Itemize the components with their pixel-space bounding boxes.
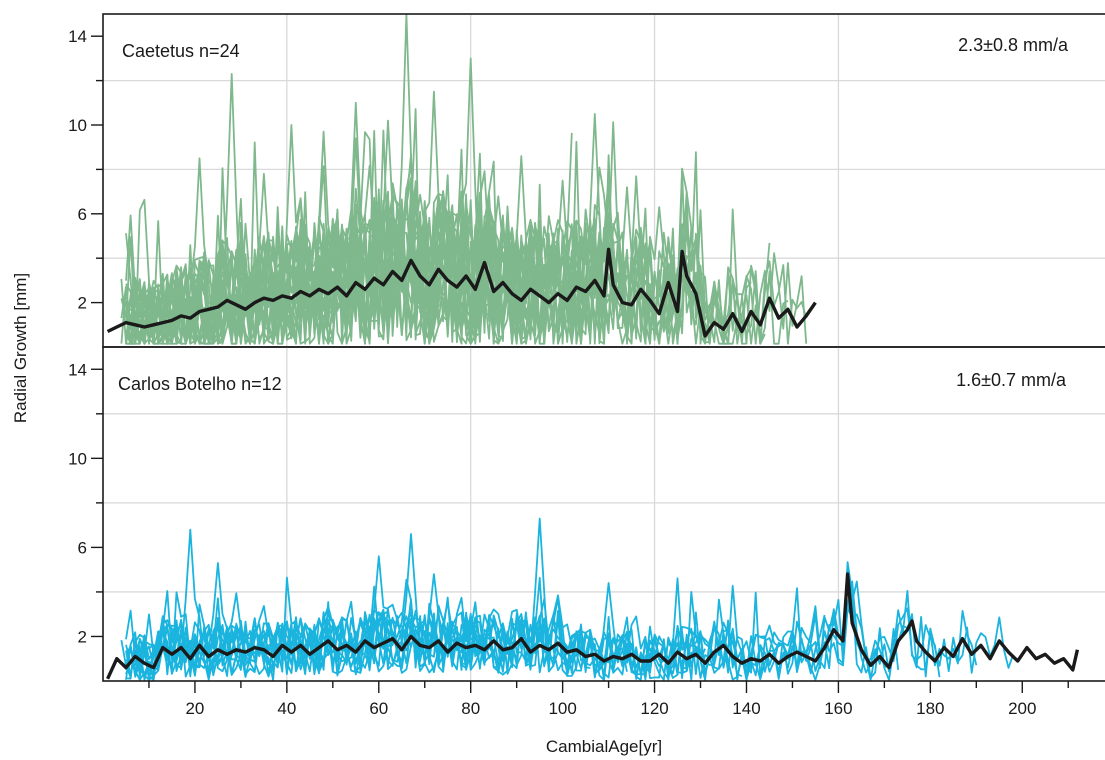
x-tick-label: 40 [277, 699, 296, 718]
x-tick-label: 20 [185, 699, 204, 718]
x-tick-label: 160 [824, 699, 852, 718]
x-tick-label: 80 [461, 699, 480, 718]
y-tick-label: 6 [78, 538, 87, 557]
caetetus-series-line [129, 167, 688, 345]
caetetus-panel: 2 6 10 14 Caetetus n=24 2.3±0.8 mm/a [68, 13, 1105, 348]
y-tick-label: 10 [68, 116, 87, 135]
carlos-botelho-series-line [125, 576, 900, 681]
y-tick-label: 2 [78, 294, 87, 313]
y-axis-label: Radial Growth [mm] [11, 273, 30, 423]
y-tick-label: 2 [78, 627, 87, 646]
caetetus-series-line [130, 131, 573, 345]
x-tick-label: 120 [640, 699, 668, 718]
carlos-botelho-mean-line [106, 572, 1080, 680]
carlos-botelho-panel: 2 6 10 14 Carlos Botelho n=12 1.6±0.7 mm/a 20 4… [68, 346, 1105, 718]
carlos-botelho-panel-label: Carlos Botelho n=12 [118, 374, 282, 394]
caetetus-panel-label: Caetetus n=24 [122, 41, 240, 61]
y-tick-label: 14 [68, 27, 87, 46]
y-tick-label: 10 [68, 449, 87, 468]
x-tick-label: 140 [732, 699, 760, 718]
caetetus-stat-label: 2.3±0.8 mm/a [958, 35, 1069, 55]
x-axis-label: CambialAge[yr] [546, 737, 662, 756]
carlos-botelho-frame [102, 346, 1105, 682]
caetetus-series-line [129, 211, 513, 345]
carlos-botelho-stat-label: 1.6±0.7 mm/a [956, 370, 1067, 390]
caetetus-mean-line [106, 247, 817, 338]
carlos-botelho-series-line [125, 555, 706, 681]
carlos-botelho-series-line [125, 565, 1014, 681]
y-tick-label: 6 [78, 205, 87, 224]
y-tick-label: 14 [68, 360, 87, 379]
x-tick-label: 100 [548, 699, 576, 718]
x-tick-label: 180 [916, 699, 944, 718]
x-tick-label: 60 [369, 699, 388, 718]
x-tick-label: 200 [1008, 699, 1036, 718]
caetetus-series-line [129, 180, 706, 345]
